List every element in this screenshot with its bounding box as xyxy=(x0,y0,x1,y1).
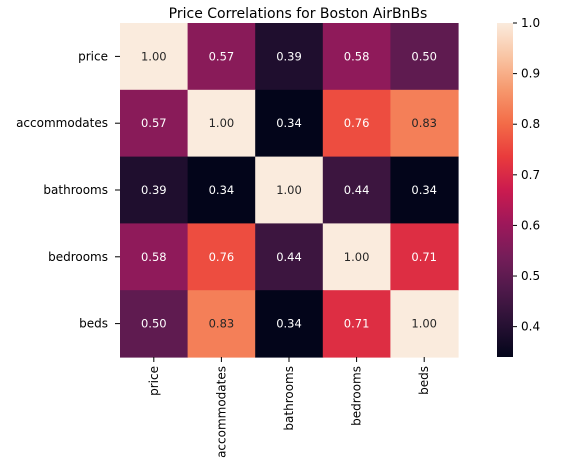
heatmap-cell xyxy=(390,89,459,158)
column-tick-label: bedrooms xyxy=(350,366,364,426)
heatmap-cell xyxy=(255,23,324,91)
cell-value-label: 0.39 xyxy=(276,49,302,63)
cell-value-label: 0.71 xyxy=(411,250,437,264)
heatmap-cell xyxy=(322,156,391,224)
row-tick-label: bathrooms xyxy=(43,183,108,197)
colorbar-tick-label: 0.8 xyxy=(521,117,540,131)
heatmap-cell xyxy=(187,156,256,224)
heatmap-cell xyxy=(187,290,256,358)
cell-value-label: 0.50 xyxy=(411,49,437,63)
heatmap-cell xyxy=(255,223,324,291)
colorbar-gradient xyxy=(497,23,513,357)
cell-value-label: 0.76 xyxy=(344,116,370,130)
chart-title: Price Correlations for Boston AirBnBs xyxy=(169,6,428,22)
cell-value-label: 0.57 xyxy=(209,49,235,63)
cell-value-label: 0.44 xyxy=(276,250,302,264)
heatmap-cell xyxy=(255,89,324,158)
row-tick-label: price xyxy=(78,49,108,63)
cell-value-label: 0.44 xyxy=(344,183,370,197)
cell-value-label: 0.50 xyxy=(141,317,167,331)
heatmap-cell xyxy=(187,23,256,91)
heatmap-cell xyxy=(255,156,324,224)
row-tick-label: bedrooms xyxy=(48,250,108,264)
cell-value-label: 0.58 xyxy=(344,49,370,63)
cell-value-label: 1.00 xyxy=(344,250,370,264)
cell-value-label: 0.34 xyxy=(276,317,302,331)
cell-value-label: 1.00 xyxy=(276,183,302,197)
cell-value-label: 0.76 xyxy=(209,250,235,264)
heatmap-cell xyxy=(390,223,459,291)
colorbar-tick-label: 1.0 xyxy=(521,16,540,30)
colorbar-tick-label: 0.9 xyxy=(521,67,540,81)
colorbar-tick-label: 0.5 xyxy=(521,269,540,283)
row-tick-label: accommodates xyxy=(16,116,108,130)
column-tick-label: beds xyxy=(417,366,431,395)
heatmap-cell xyxy=(322,223,391,291)
cell-value-label: 0.83 xyxy=(411,116,437,130)
heatmap-cell xyxy=(322,89,391,158)
cell-value-label: 0.57 xyxy=(141,116,167,130)
heatmap-cell xyxy=(120,23,189,91)
heatmap-cell xyxy=(187,89,256,158)
cell-value-label: 0.83 xyxy=(209,317,235,331)
colorbar-tick-label: 0.7 xyxy=(521,168,540,182)
column-tick-label: price xyxy=(147,366,161,396)
heatmap-cell xyxy=(255,290,324,358)
cell-value-label: 0.71 xyxy=(344,317,370,331)
heatmap-cell xyxy=(322,290,391,358)
heatmap-cell xyxy=(120,156,189,224)
row-tick-label: beds xyxy=(79,317,108,331)
heatmap-cell xyxy=(390,156,459,224)
cell-value-label: 0.58 xyxy=(141,250,167,264)
heatmap-cell xyxy=(120,290,189,358)
cell-value-label: 1.00 xyxy=(411,317,437,331)
colorbar: 1.0 0.9 0.8 0.7 0.6 0.5 0.4 xyxy=(497,16,540,357)
cell-value-label: 0.34 xyxy=(276,116,302,130)
cell-value-label: 1.00 xyxy=(141,49,167,63)
heatmap-cell xyxy=(390,23,459,91)
heatmap-cell xyxy=(390,290,459,358)
column-tick-label: bathrooms xyxy=(282,366,296,431)
row-tick-labels: price accommodates bathrooms bedrooms beds xyxy=(16,49,120,331)
heatmap-cell xyxy=(120,89,189,158)
cell-value-label: 1.00 xyxy=(209,116,235,130)
cell-value-label: 0.39 xyxy=(141,183,167,197)
column-tick-label: accommodates xyxy=(214,366,228,458)
column-tick-labels: price accommodates bathrooms bedrooms beds xyxy=(147,357,431,458)
cell-value-label: 0.34 xyxy=(411,183,437,197)
heatmap-cell xyxy=(322,23,391,91)
heatmap-cell xyxy=(187,223,256,291)
heatmap-cell xyxy=(120,223,189,291)
cell-value-label: 0.34 xyxy=(209,183,235,197)
heatmap-cells: 1.00 0.57 0.39 0.58 0.50 0.57 1.00 0.34 0.76 0.83… xyxy=(120,23,459,358)
colorbar-tick-label: 0.4 xyxy=(521,320,540,334)
colorbar-tick-label: 0.6 xyxy=(521,218,540,232)
